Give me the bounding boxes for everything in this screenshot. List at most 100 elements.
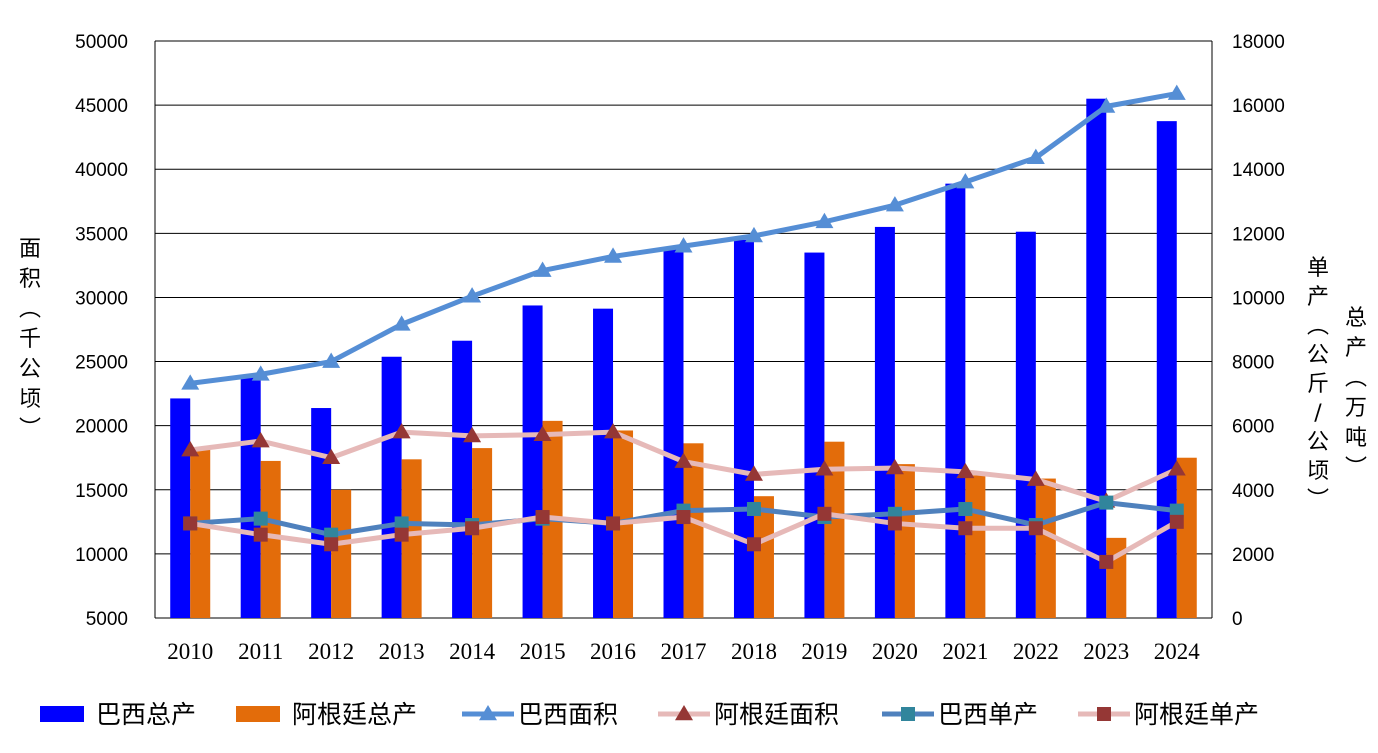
x-tick-label: 2023 [1083, 639, 1129, 664]
x-tick-label: 2013 [379, 639, 425, 664]
bar-阿根廷总产-2022 [1035, 478, 1056, 618]
line-series-group [181, 84, 1186, 569]
point-阿根廷单产-2010 [183, 516, 198, 531]
point-巴西单产-2024 [1169, 503, 1184, 518]
right-tick-label: 16000 [1232, 96, 1285, 117]
right-tick-label: 12000 [1232, 224, 1285, 245]
bar-巴西总产-2024 [1156, 121, 1177, 618]
bar-阿根廷总产-2020 [894, 464, 915, 618]
x-tick-label: 2022 [1013, 639, 1059, 664]
point-阿根廷面积-2017 [674, 452, 693, 468]
point-阿根廷面积-2013 [392, 423, 411, 439]
left-tick-label: 45000 [75, 96, 128, 117]
point-巴西面积-2024 [1167, 84, 1186, 100]
legend-item-巴西单产: 巴西单产 [882, 700, 1038, 729]
point-巴西单产-2011 [253, 511, 268, 526]
point-巴西面积-2019 [815, 212, 834, 229]
legend-marker-巴西面积 [479, 705, 497, 721]
point-巴西单产-2023 [1099, 495, 1114, 510]
point-巴西面积-2023 [1097, 97, 1116, 113]
legend-label: 巴西总产 [96, 700, 196, 729]
bar-巴西总产-2015 [522, 305, 543, 618]
point-阿根廷面积-2012 [322, 448, 341, 465]
legend-item-阿根廷总产: 阿根廷总产 [236, 700, 417, 729]
point-巴西面积-2012 [322, 352, 341, 368]
bar-巴西总产-2011 [240, 377, 261, 618]
left-tick-label: 5000 [86, 609, 128, 630]
left-axis-title: 面积︵千公顷︶ [19, 237, 41, 442]
point-阿根廷单产-2011 [253, 527, 268, 542]
point-阿根廷面积-2022 [1026, 470, 1045, 486]
bar-巴西总产-2022 [1015, 231, 1036, 618]
point-巴西面积-2016 [604, 247, 623, 263]
point-阿根廷单产-2020 [887, 516, 902, 531]
x-tick-label: 2024 [1154, 639, 1201, 664]
legend-marker-阿根廷单产 [1097, 707, 1111, 721]
bar-巴西总产-2019 [804, 252, 825, 619]
point-巴西单产-2018 [746, 502, 761, 517]
legend-item-阿根廷面积: 阿根廷面积 [658, 700, 839, 729]
point-阿根廷面积-2010 [181, 441, 200, 457]
point-阿根廷面积-2024 [1167, 460, 1186, 476]
x-tick-label: 2012 [308, 639, 354, 664]
point-阿根廷单产-2013 [394, 527, 409, 542]
point-阿根廷单产-2019 [817, 506, 832, 521]
bar-巴西总产-2010 [170, 398, 191, 618]
point-阿根廷单产-2022 [1028, 521, 1043, 536]
right-tick-label: 2000 [1232, 545, 1274, 566]
legend-label: 阿根廷总产 [292, 700, 417, 729]
bar-阿根廷总产-2014 [472, 448, 493, 618]
x-tick-label: 2021 [942, 639, 988, 664]
x-tick-label: 2014 [449, 639, 496, 664]
point-巴西面积-2022 [1026, 148, 1045, 164]
point-巴西单产-2021 [958, 502, 973, 517]
bar-巴西总产-2012 [311, 408, 332, 618]
x-tick-label: 2011 [238, 639, 283, 664]
point-阿根廷单产-2018 [746, 537, 761, 552]
point-巴西面积-2017 [674, 237, 693, 253]
bar-阿根廷总产-2024 [1176, 457, 1197, 618]
point-巴西面积-2010 [181, 374, 200, 390]
point-阿根廷单产-2014 [465, 521, 480, 536]
point-巴西面积-2015 [533, 261, 552, 277]
legend-label: 巴西面积 [518, 700, 618, 729]
axes [154, 41, 1213, 618]
bar-阿根廷总产-2018 [753, 496, 774, 618]
bar-阿根廷总产-2011 [260, 460, 281, 618]
left-tick-label: 15000 [75, 481, 128, 502]
legend-item-巴西总产: 巴西总产 [40, 700, 196, 729]
x-tick-label: 2017 [661, 639, 707, 664]
point-阿根廷面积-2014 [463, 426, 482, 443]
point-阿根廷面积-2015 [533, 425, 552, 441]
point-巴西面积-2011 [251, 365, 270, 381]
bar-阿根廷总产-2021 [965, 475, 986, 618]
point-阿根廷单产-2023 [1099, 554, 1114, 569]
legend: 巴西总产 阿根廷总产 巴西面积 阿根廷面积 巴西单产 阿根廷单产 [40, 700, 1259, 729]
point-阿根廷单产-2016 [606, 516, 621, 531]
x-tick-label: 2018 [731, 639, 777, 664]
left-tick-label: 30000 [75, 288, 128, 309]
point-阿根廷单产-2017 [676, 510, 691, 525]
right-axis-title-total: 总产︵万吨︶ [1345, 306, 1367, 481]
bar-阿根廷总产-2019 [824, 441, 845, 618]
tick-labels: 5000100001500020000250003000035000400004… [75, 32, 1285, 664]
point-阿根廷面积-2018 [744, 465, 763, 481]
legend-swatch-阿根廷总产 [236, 706, 280, 722]
right-tick-label: 0 [1232, 609, 1243, 630]
point-巴西面积-2013 [392, 315, 411, 331]
point-阿根廷面积-2016 [604, 423, 623, 439]
point-巴西单产-2013 [394, 516, 409, 531]
left-tick-label: 25000 [75, 353, 128, 374]
x-tick-label: 2010 [167, 639, 213, 664]
point-巴西面积-2020 [885, 196, 904, 212]
legend-marker-巴西单产 [901, 707, 915, 721]
bar-阿根廷总产-2017 [683, 443, 704, 618]
point-巴西面积-2021 [956, 173, 975, 189]
point-阿根廷面积-2019 [815, 460, 834, 476]
bar-巴西总产-2014 [452, 340, 473, 618]
bar-巴西总产-2021 [945, 183, 966, 618]
right-tick-label: 4000 [1232, 481, 1274, 502]
bar-阿根廷总产-2010 [190, 449, 211, 618]
